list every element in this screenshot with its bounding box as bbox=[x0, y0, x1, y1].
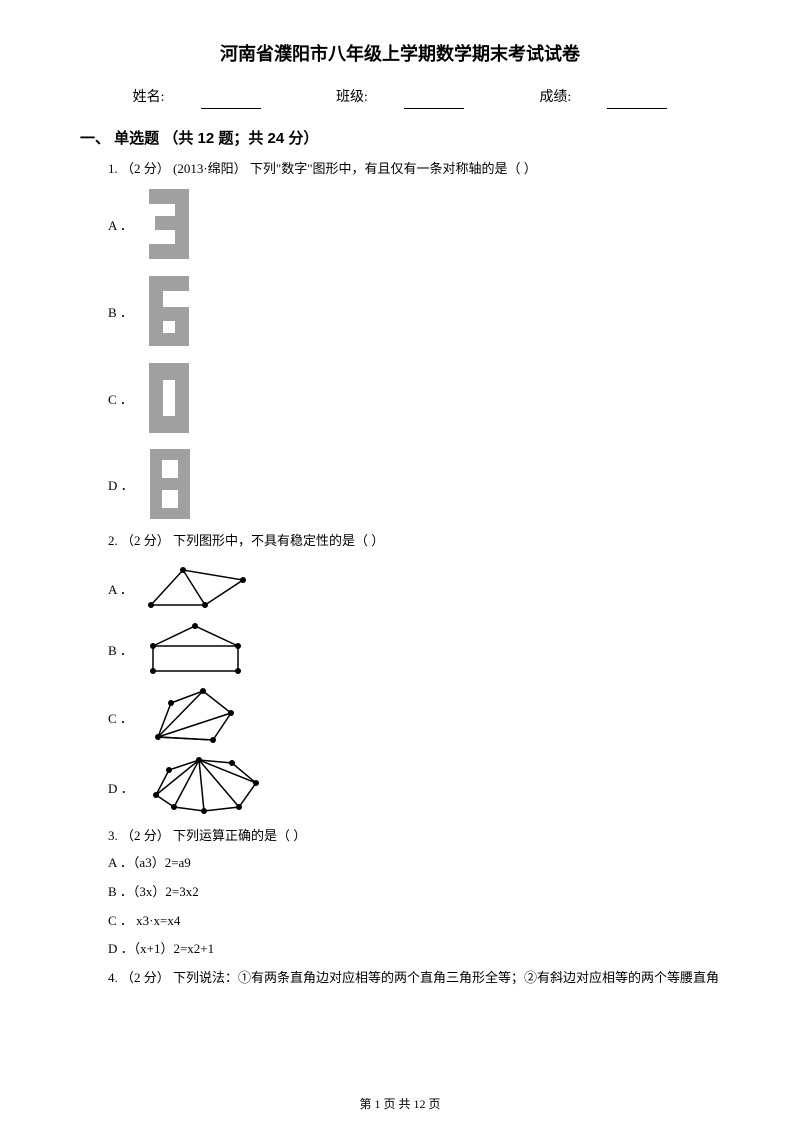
q4-text: 4. （2 分） 下列说法：①有两条直角边对应相等的两个直角三角形全等；②有斜边… bbox=[108, 968, 720, 989]
q1-option-d: D ． bbox=[108, 444, 720, 529]
q3-text: 3. （2 分） 下列运算正确的是（ ） bbox=[108, 826, 720, 847]
triangle-shape-icon bbox=[143, 562, 253, 619]
q2-option-d: D ． bbox=[108, 755, 720, 824]
q2-text: 2. （2 分） 下列图形中，不具有稳定性的是（ ） bbox=[108, 531, 720, 552]
name-label: 姓名: bbox=[115, 90, 279, 105]
digit-3-icon bbox=[143, 184, 195, 269]
q2-option-a: A ． bbox=[108, 562, 720, 619]
q3-option-d: D ．（x+1）2=x2+1 bbox=[108, 939, 720, 960]
q1-opt-b-label: B ． bbox=[108, 303, 133, 324]
q2-opt-c-label: C ． bbox=[108, 709, 133, 730]
pentagon-fan-icon bbox=[143, 685, 243, 754]
q1-opt-a-label: A ． bbox=[108, 216, 133, 237]
q1-opt-c-label: C ． bbox=[108, 390, 133, 411]
q2-option-c: C ． bbox=[108, 685, 720, 754]
q2-option-b: B ． bbox=[108, 621, 720, 683]
score-label: 成绩: bbox=[521, 90, 685, 105]
heptagon-fan-icon bbox=[144, 755, 269, 824]
q2-opt-b-label: B ． bbox=[108, 641, 133, 662]
page-title: 河南省濮阳市八年级上学期数学期末考试试卷 bbox=[80, 40, 720, 69]
q1-text: 1. （2 分） (2013·绵阳） 下列"数字"图形中，有且仅有一条对称轴的是… bbox=[108, 159, 720, 180]
rect-triangle-icon bbox=[143, 621, 253, 683]
q3-option-b: B ．（3x）2=3x2 bbox=[108, 882, 720, 903]
q2-opt-d-label: D ． bbox=[108, 779, 134, 800]
q3-option-a: A ．（a3）2=a9 bbox=[108, 853, 720, 874]
class-label: 班级: bbox=[318, 90, 482, 105]
info-row: 姓名: 班级: 成绩: bbox=[80, 87, 720, 109]
digit-8-icon bbox=[144, 444, 196, 529]
q2-opt-a-label: A ． bbox=[108, 580, 133, 601]
digit-0-icon bbox=[143, 358, 195, 443]
digit-6-icon bbox=[143, 271, 195, 356]
q1-option-b: B ． bbox=[108, 271, 720, 356]
q1-option-c: C ． bbox=[108, 358, 720, 443]
q1-option-a: A ． bbox=[108, 184, 720, 269]
page-footer: 第 1 页 共 12 页 bbox=[0, 1095, 800, 1114]
q3-option-c: C ． x3·x=x4 bbox=[108, 911, 720, 932]
section-header: 一、 单选题 （共 12 题；共 24 分） bbox=[80, 127, 720, 151]
q1-opt-d-label: D ． bbox=[108, 476, 134, 497]
